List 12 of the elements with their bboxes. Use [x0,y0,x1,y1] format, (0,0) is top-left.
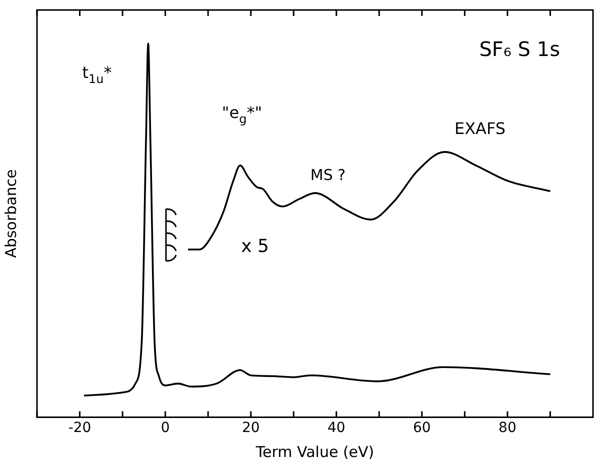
x-tick-label: 40 [327,420,346,436]
annotation: EXAFS [454,119,506,138]
x-tick-label: 80 [498,420,516,436]
x-tick-label: 0 [160,420,170,436]
x-axis-title: Term Value (eV) [254,442,374,461]
x-tick-label: 60 [413,420,431,436]
y-axis-title: Absorbance [2,169,20,258]
annotation: SF₆ S 1s [479,37,560,61]
x-tick-label: -20 [68,420,92,436]
x-tick-label: 20 [242,420,260,436]
annotation: MS ? [310,166,346,184]
annotation: x 5 [241,236,269,257]
